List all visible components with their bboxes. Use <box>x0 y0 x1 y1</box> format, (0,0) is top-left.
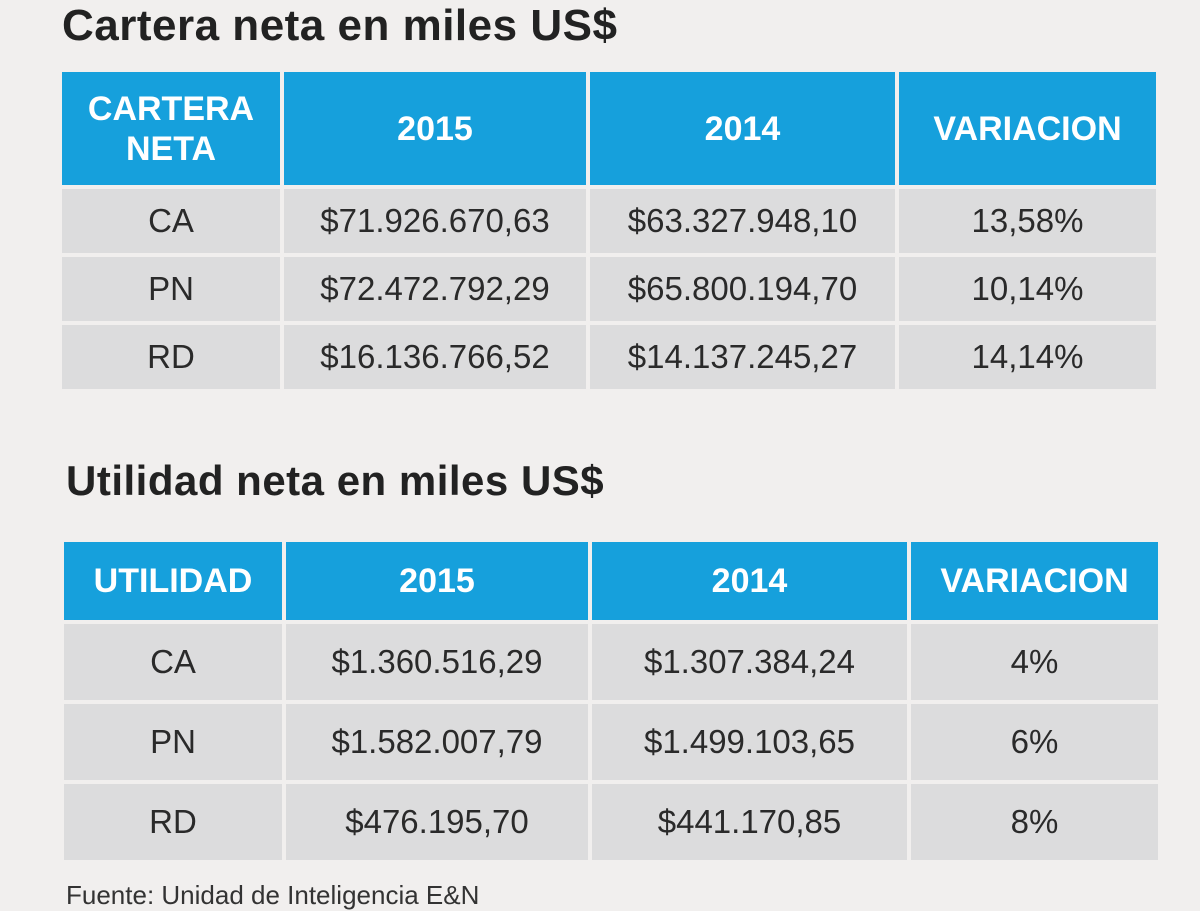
table-row: CA $71.926.670,63 $63.327.948,10 13,58% <box>62 189 1156 253</box>
variation-cell: 6% <box>911 704 1158 780</box>
row-label-cell: RD <box>62 325 280 389</box>
variation-cell: 14,14% <box>899 325 1156 389</box>
table-header-row: UTILIDAD 2015 2014 VARIACION <box>64 542 1158 620</box>
value-2014-cell: $441.170,85 <box>592 784 907 860</box>
column-header-cartera-neta: CARTERA NETA <box>62 72 280 185</box>
column-header-variacion: VARIACION <box>899 72 1156 185</box>
value-2015-cell: $16.136.766,52 <box>284 325 586 389</box>
table-row: PN $72.472.792,29 $65.800.194,70 10,14% <box>62 257 1156 321</box>
row-label-cell: RD <box>64 784 282 860</box>
value-2014-cell: $14.137.245,27 <box>590 325 895 389</box>
table-row: RD $16.136.766,52 $14.137.245,27 14,14% <box>62 325 1156 389</box>
column-header-variacion: VARIACION <box>911 542 1158 620</box>
value-2015-cell: $71.926.670,63 <box>284 189 586 253</box>
cartera-neta-title: Cartera neta en miles US$ <box>62 1 618 50</box>
row-label-cell: CA <box>64 624 282 700</box>
column-header-2015: 2015 <box>286 542 588 620</box>
table-header-row: CARTERA NETA 2015 2014 VARIACION <box>62 72 1156 185</box>
value-2014-cell: $1.307.384,24 <box>592 624 907 700</box>
column-header-utilidad: UTILIDAD <box>64 542 282 620</box>
column-header-2014: 2014 <box>592 542 907 620</box>
variation-cell: 4% <box>911 624 1158 700</box>
column-header-2014: 2014 <box>590 72 895 185</box>
value-2014-cell: $1.499.103,65 <box>592 704 907 780</box>
value-2014-cell: $63.327.948,10 <box>590 189 895 253</box>
utilidad-neta-table: UTILIDAD 2015 2014 VARIACION CA $1.360.5… <box>60 538 1162 864</box>
value-2015-cell: $1.360.516,29 <box>286 624 588 700</box>
table-row: RD $476.195,70 $441.170,85 8% <box>64 784 1158 860</box>
value-2015-cell: $1.582.007,79 <box>286 704 588 780</box>
column-header-2015: 2015 <box>284 72 586 185</box>
value-2014-cell: $65.800.194,70 <box>590 257 895 321</box>
table-row: PN $1.582.007,79 $1.499.103,65 6% <box>64 704 1158 780</box>
variation-cell: 10,14% <box>899 257 1156 321</box>
row-label-cell: PN <box>64 704 282 780</box>
value-2015-cell: $476.195,70 <box>286 784 588 860</box>
variation-cell: 13,58% <box>899 189 1156 253</box>
source-note: Fuente: Unidad de Inteligencia E&N <box>66 880 480 910</box>
row-label-cell: PN <box>62 257 280 321</box>
table-row: CA $1.360.516,29 $1.307.384,24 4% <box>64 624 1158 700</box>
row-label-cell: CA <box>62 189 280 253</box>
cartera-neta-table: CARTERA NETA 2015 2014 VARIACION CA $71.… <box>58 68 1160 393</box>
value-2015-cell: $72.472.792,29 <box>284 257 586 321</box>
variation-cell: 8% <box>911 784 1158 860</box>
utilidad-neta-title: Utilidad neta en miles US$ <box>66 457 605 504</box>
